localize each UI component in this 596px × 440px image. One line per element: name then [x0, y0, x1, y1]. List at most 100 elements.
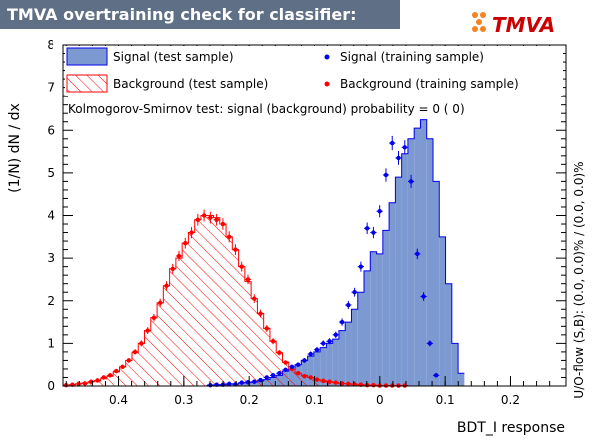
background-train-point — [120, 364, 125, 370]
background-train-point — [214, 217, 219, 222]
signal-train-point — [239, 380, 244, 385]
signal-test-bar — [426, 138, 433, 386]
background-train-point — [327, 379, 332, 384]
signal-train-point — [427, 341, 433, 346]
signal-test-bar — [382, 230, 390, 386]
background-test-bar — [307, 377, 314, 386]
legend-label-background-train: Background (training sample) — [340, 77, 519, 91]
signal-train-point — [295, 362, 301, 367]
x-tick-label: 0.2 — [240, 393, 259, 407]
background-test-bar — [282, 362, 289, 386]
background-train-point — [158, 300, 163, 306]
background-train-point — [270, 339, 276, 344]
background-train-point — [308, 375, 313, 380]
background-train-point — [76, 381, 81, 387]
signal-train-point — [390, 140, 395, 146]
legend-marker-background-train — [324, 81, 330, 87]
signal-train-point — [358, 264, 364, 269]
signal-test-bar — [458, 373, 465, 386]
signal-test-bar — [326, 343, 333, 386]
background-train-point — [170, 266, 175, 271]
signal-train-point — [327, 339, 332, 344]
signal-train-point — [339, 319, 345, 325]
background-train-point — [189, 230, 194, 235]
signal-test-bar — [313, 351, 321, 386]
signal-test-bar — [345, 322, 352, 386]
signal-train-point — [302, 358, 307, 363]
signal-train-point — [346, 302, 351, 308]
background-test-bar — [226, 236, 233, 386]
background-test-bar — [219, 224, 227, 386]
y-tick-label: 7 — [47, 81, 55, 95]
background-test-bar — [301, 375, 308, 386]
x-tick-label: 0.2 — [501, 393, 520, 407]
background-train-point — [233, 247, 238, 252]
y-tick-label: 1 — [47, 336, 55, 350]
background-train-point — [82, 381, 88, 386]
signal-train-point — [321, 341, 326, 346]
signal-test-bar — [320, 347, 327, 386]
background-train-point — [139, 341, 144, 346]
signal-test-bar — [370, 251, 377, 386]
signal-test-bar — [376, 253, 383, 386]
signal-test-bar — [338, 330, 346, 386]
signal-test-bar — [307, 356, 314, 386]
background-train-point — [201, 213, 207, 218]
background-test-bar — [244, 281, 252, 386]
background-train-point — [264, 326, 270, 331]
x-tick-label: 0.1 — [305, 393, 324, 407]
background-test-bar — [125, 360, 132, 386]
signal-train-point — [252, 379, 257, 384]
background-train-point — [295, 371, 301, 376]
svg-text:TMVA: TMVA — [492, 13, 555, 36]
y-axis-title: (1/N) dN / dx — [7, 103, 23, 193]
signal-test-bar — [420, 119, 427, 386]
x-tick-label: 0 — [376, 393, 384, 407]
legend-swatch-background-test — [66, 74, 108, 93]
x-tick-label: 0.4 — [109, 393, 128, 407]
background-test-bar — [157, 302, 164, 386]
background-test-bar — [257, 313, 264, 386]
background-train-point — [302, 373, 307, 379]
background-test-bar — [269, 341, 277, 386]
background-test-bar — [106, 376, 114, 386]
signal-train-point — [352, 290, 357, 295]
background-test-bar — [313, 379, 321, 386]
background-test-bar — [169, 268, 176, 386]
background-train-point — [126, 358, 132, 363]
signal-test-bar — [407, 138, 415, 386]
background-test-bar — [138, 343, 145, 386]
background-test-bar — [288, 368, 296, 386]
signal-test-bar — [301, 360, 308, 386]
background-test-bar — [188, 232, 195, 386]
background-test-bar — [175, 258, 183, 386]
legend-label-signal-test: Signal (test sample) — [113, 50, 234, 64]
legend-label-background-test: Background (test sample) — [113, 77, 268, 91]
y-tick-label: 5 — [47, 166, 55, 180]
signal-train-point — [364, 226, 370, 231]
signal-test-bar — [357, 292, 365, 386]
background-test-bar — [182, 243, 189, 386]
background-train-point — [226, 234, 232, 240]
background-train-point — [107, 373, 113, 378]
y-tick-label: 0 — [47, 379, 55, 393]
background-test-bar — [232, 249, 239, 386]
background-train-point — [277, 350, 282, 355]
background-train-point — [95, 378, 100, 383]
background-test-bar — [207, 215, 214, 386]
legend-box — [65, 46, 563, 96]
x-axis-title: BDT_I response — [457, 420, 565, 436]
background-test-bar — [150, 317, 158, 386]
signal-test-bar — [332, 339, 339, 386]
background-test-bar — [320, 380, 327, 386]
plot-area — [63, 45, 566, 386]
signal-test-bar — [395, 177, 402, 386]
signal-test-bar — [439, 236, 446, 386]
background-test-bar — [144, 330, 151, 386]
signal-train-point — [402, 145, 407, 150]
signal-train-point — [270, 373, 276, 378]
background-train-point — [371, 382, 376, 388]
ks-test-label: Kolmogorov-Smirnov test: signal (backgro… — [68, 102, 465, 116]
